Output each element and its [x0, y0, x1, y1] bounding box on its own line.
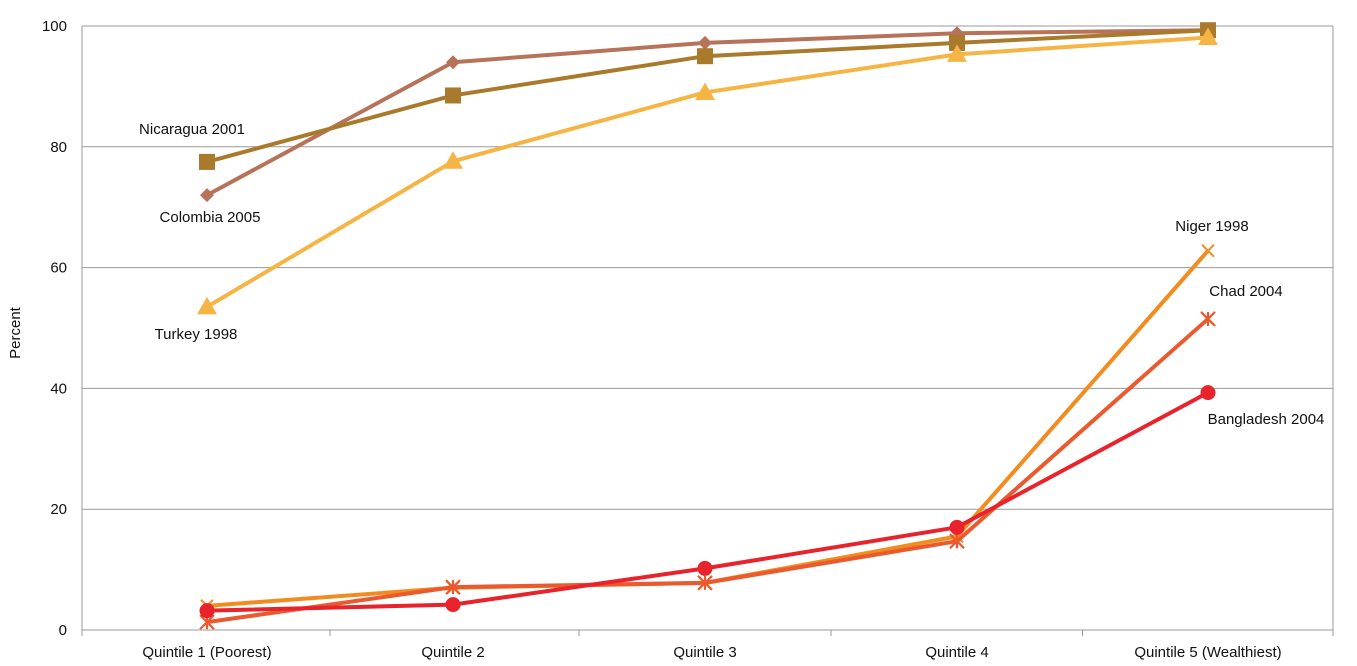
series-turkey-1998: [197, 27, 1218, 315]
data-point-chad-2004: [445, 579, 461, 595]
series-label-chad-2004: Chad 2004: [1209, 283, 1282, 300]
data-point-nicaragua-2001: [697, 48, 713, 65]
data-point-colombia-2005: [200, 188, 214, 203]
data-point-turkey-1998: [695, 82, 715, 100]
series-niger-1998: [200, 243, 1215, 613]
series-bangladesh-2004: [199, 385, 1216, 619]
data-point-turkey-1998: [947, 44, 967, 62]
data-point-turkey-1998: [1198, 27, 1218, 45]
y-axis-title: Percent: [7, 306, 24, 359]
data-point-chad-2004: [1200, 311, 1216, 327]
data-point-bangladesh-2004: [949, 519, 965, 535]
x-tick-label: Quintile 4: [925, 644, 988, 661]
data-point-bangladesh-2004: [199, 603, 215, 619]
series-label-niger-1998: Niger 1998: [1175, 218, 1248, 235]
series-layer: [197, 22, 1218, 630]
data-point-niger-1998: [1201, 243, 1215, 258]
series-label-colombia-2005: Colombia 2005: [160, 209, 261, 226]
data-point-nicaragua-2001: [445, 87, 461, 104]
x-tick-label: Quintile 3: [673, 644, 736, 661]
series-line-niger-1998: [206, 249, 1210, 608]
data-point-bangladesh-2004: [445, 597, 461, 613]
y-tick-label: 100: [42, 18, 67, 35]
gridlines: [82, 25, 1333, 631]
data-point-nicaragua-2001: [949, 34, 965, 51]
y-tick-label: 20: [50, 501, 67, 518]
data-point-bangladesh-2004: [697, 560, 713, 576]
data-point-bangladesh-2004: [1200, 385, 1216, 401]
series-line-turkey-1998: [205, 35, 1209, 309]
data-point-chad-2004: [949, 533, 965, 549]
y-tick-label: 60: [50, 260, 67, 277]
y-tick-label: 40: [50, 380, 67, 397]
data-point-turkey-1998: [197, 296, 217, 315]
x-tick-label: Quintile 2: [421, 644, 484, 661]
series-labels: Colombia 2005 Nicaragua 2001 Turkey 1998 Ni…: [139, 121, 1324, 428]
data-point-colombia-2005: [446, 55, 460, 70]
y-tick-label: 80: [50, 139, 67, 156]
y-tick-label: 0: [59, 622, 67, 639]
data-point-colombia-2005: [698, 35, 712, 50]
axes: 0 20 40 60 80 100 Quintile 1 (Poorest) Quintile…: [42, 18, 1334, 661]
series-label-bangladesh-2004: Bangladesh 2004: [1208, 411, 1325, 428]
x-tick-label: Quintile 1 (Poorest): [142, 644, 271, 661]
data-point-chad-2004: [697, 575, 713, 591]
series-line-chad-2004: [206, 317, 1210, 625]
x-tick-label: Quintile 5 (Wealthiest): [1134, 644, 1281, 661]
series-line-bangladesh-2004: [206, 390, 1209, 613]
data-point-nicaragua-2001: [199, 153, 215, 170]
series-label-nicaragua-2001: Nicaragua 2001: [139, 121, 245, 138]
data-point-turkey-1998: [443, 151, 463, 169]
series-label-turkey-1998: Turkey 1998: [155, 326, 238, 343]
